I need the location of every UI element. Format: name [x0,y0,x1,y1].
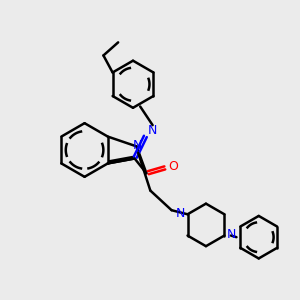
Text: N: N [227,228,236,242]
Text: N: N [133,139,142,152]
Text: N: N [148,124,157,136]
Text: N: N [176,207,185,220]
Text: O: O [168,160,178,173]
